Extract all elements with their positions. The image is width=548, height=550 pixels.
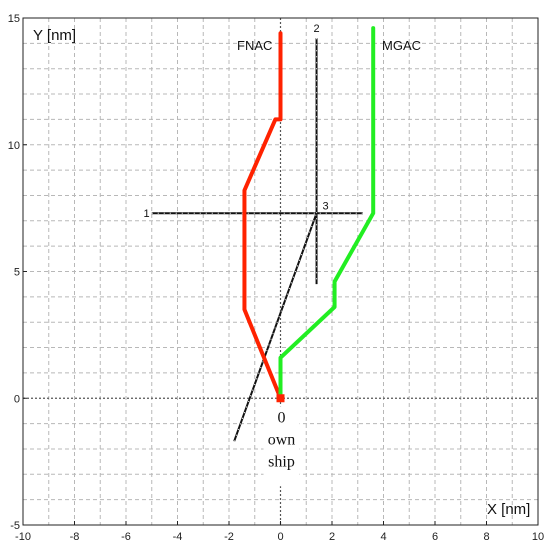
x-tick-label: -8	[70, 531, 80, 543]
own-ship-label-line: ship	[268, 453, 295, 470]
y-axis-title: Y [nm]	[33, 27, 76, 44]
y-tick-label: 0	[14, 393, 20, 405]
point-label-2: 2	[313, 23, 319, 35]
series-line-fnac	[242, 31, 283, 401]
y-tick-label: 15	[8, 13, 20, 25]
x-tick-label: 0	[277, 531, 283, 543]
x-tick-label: -10	[15, 531, 31, 543]
x-tick-label: -6	[121, 531, 131, 543]
x-tick-label: 10	[532, 531, 544, 543]
x-tick-label: 8	[483, 531, 489, 543]
y-tick-label: 5	[14, 267, 20, 279]
point-label-3: 3	[323, 201, 329, 213]
series-label-mgac: MGAC	[382, 38, 421, 53]
y-tick-label: 10	[8, 140, 20, 152]
series-label-fnac: FNAC	[237, 38, 272, 53]
series-line-mgac	[278, 26, 376, 401]
series-lines	[242, 26, 376, 401]
x-tick-label: -4	[173, 531, 183, 543]
own-ship-label-line: own	[268, 431, 296, 448]
own-ship-label-line: 0	[278, 409, 286, 426]
track-line-4	[233, 212, 318, 442]
grid	[23, 18, 538, 525]
x-tick-label: 6	[432, 531, 438, 543]
point-label-1: 1	[144, 208, 150, 220]
y-tick-label: -5	[10, 520, 20, 532]
own-ship-label-bg	[263, 406, 300, 487]
x-axis-title: X [nm]	[487, 501, 530, 518]
x-tick-label: 4	[380, 531, 386, 543]
x-tick-label: -2	[224, 531, 234, 543]
labels: Y [nm] X [nm] FNAC MGAC 1 2 3 0 own ship	[33, 23, 530, 518]
dotted-tracks	[151, 38, 363, 442]
own-ship-marker	[276, 394, 285, 403]
x-tick-label: 2	[329, 531, 335, 543]
